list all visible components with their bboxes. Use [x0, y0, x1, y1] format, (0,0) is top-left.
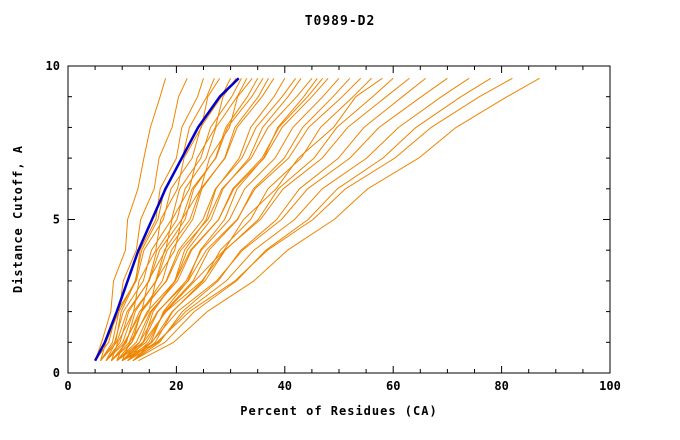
model-line	[100, 78, 188, 361]
chart-title: T0989-D2	[304, 14, 376, 29]
x-tick-label: 20	[169, 379, 183, 393]
model-line	[132, 77, 492, 362]
model-line	[105, 78, 248, 362]
model-line	[121, 77, 302, 362]
model-line	[132, 77, 372, 362]
y-tick-label: 10	[46, 59, 60, 73]
model-line	[105, 78, 204, 361]
x-tick-label: 40	[278, 379, 292, 393]
model-line	[121, 77, 513, 362]
model-line	[111, 77, 329, 362]
model-line	[127, 77, 394, 362]
model-line	[127, 78, 286, 362]
model-line	[105, 78, 275, 362]
model-line	[100, 78, 264, 362]
model-line	[111, 77, 297, 362]
model-line	[100, 78, 242, 362]
model-line	[116, 77, 362, 362]
model-line	[94, 78, 167, 361]
reference-line	[93, 77, 240, 362]
model-line	[121, 77, 340, 362]
model-line	[105, 77, 313, 362]
plot-border	[67, 65, 611, 374]
model-line	[132, 77, 427, 362]
y-tick-label: 0	[53, 366, 60, 380]
model-line	[121, 77, 448, 362]
x-tick-label: 60	[386, 379, 400, 393]
y-tick-label: 5	[53, 213, 60, 227]
x-axis-label: Percent of Residues (CA)	[240, 404, 438, 418]
x-tick-label: 100	[599, 379, 621, 393]
model-line	[116, 77, 324, 362]
model-line	[116, 78, 269, 362]
x-tick-label: 80	[494, 379, 508, 393]
x-tick-label: 0	[64, 379, 71, 393]
model-line	[116, 77, 410, 362]
model-line	[138, 77, 540, 362]
model-line	[127, 77, 470, 362]
model-line	[100, 78, 215, 361]
model-line	[110, 78, 221, 361]
model-line	[110, 78, 259, 362]
